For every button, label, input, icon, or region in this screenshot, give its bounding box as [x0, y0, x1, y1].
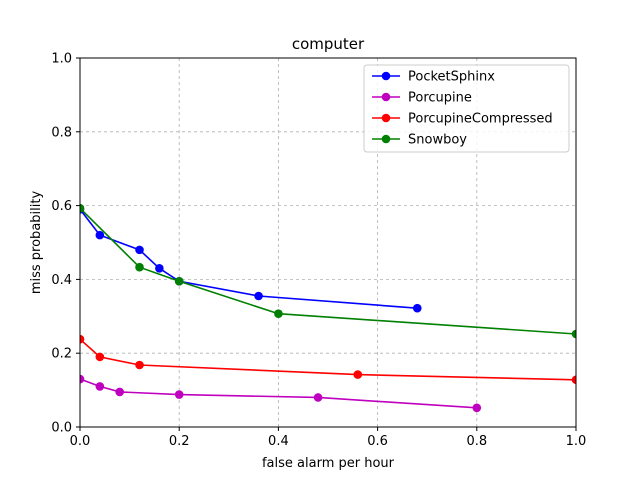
data-point	[135, 360, 144, 370]
data-point	[571, 329, 576, 339]
data-point	[254, 291, 263, 301]
data-point	[155, 264, 164, 273]
series-porcupine	[80, 374, 482, 413]
x-tick-label: 0.2	[169, 434, 190, 449]
legend-marker	[381, 134, 391, 144]
legend-item: PorcupineCompressed	[372, 112, 553, 127]
y-axis-title: miss probability	[29, 191, 44, 295]
series-snowboy	[80, 203, 576, 339]
x-tick-label: 0.6	[367, 434, 388, 449]
series-porcupinecompressed	[80, 334, 576, 385]
data-point	[95, 352, 105, 362]
legend-item: PocketSphinx	[372, 70, 495, 85]
legend: PocketSphinx Porcupine PorcupineCompressed…	[363, 64, 570, 153]
data-point	[135, 262, 144, 272]
data-point	[472, 403, 482, 413]
x-tick-label: 0.0	[70, 434, 91, 449]
data-point	[313, 393, 323, 402]
legend-marker	[381, 113, 391, 123]
x-tick-label: 0.8	[466, 434, 487, 449]
data-point	[274, 309, 283, 319]
legend-item: Porcupine	[372, 91, 472, 106]
legend-marker	[381, 71, 391, 81]
y-tick-label: 0.0	[51, 421, 72, 436]
data-point	[95, 382, 105, 391]
x-tick-label: 1.0	[566, 434, 587, 449]
data-point	[80, 334, 85, 344]
legend-label: PocketSphinx	[408, 70, 495, 85]
data-point	[353, 370, 363, 379]
data-point	[571, 375, 576, 385]
y-tick-label: 0.6	[51, 199, 72, 214]
legend-item: Snowboy	[372, 133, 467, 148]
data-point	[115, 387, 124, 397]
data-point	[174, 390, 184, 399]
axis-ticks: 0.0 0.2 0.4 0.6 0.8 1.0 0.0 0.2 0.4 0.6 0.8 1.0	[51, 52, 586, 450]
data-point	[174, 276, 184, 286]
data-point	[95, 230, 105, 240]
y-tick-label: 0.8	[51, 125, 72, 140]
data-point	[80, 374, 85, 384]
x-axis-title: false alarm per hour	[262, 456, 395, 471]
plot-frame	[79, 57, 577, 428]
data-point	[135, 245, 144, 255]
chart-title: computer	[292, 35, 365, 53]
series-layer	[80, 203, 576, 413]
legend-label: Snowboy	[408, 133, 467, 148]
legend-box	[363, 64, 570, 153]
data-point	[412, 303, 422, 313]
legend-label: PorcupineCompressed	[408, 112, 553, 127]
legend-label: Porcupine	[408, 91, 472, 106]
y-tick-label: 0.2	[51, 347, 72, 362]
y-tick-label: 1.0	[51, 52, 72, 67]
legend-marker	[381, 92, 391, 102]
y-tick-label: 0.4	[51, 273, 72, 288]
data-point	[80, 203, 85, 213]
x-tick-label: 0.4	[268, 434, 289, 449]
